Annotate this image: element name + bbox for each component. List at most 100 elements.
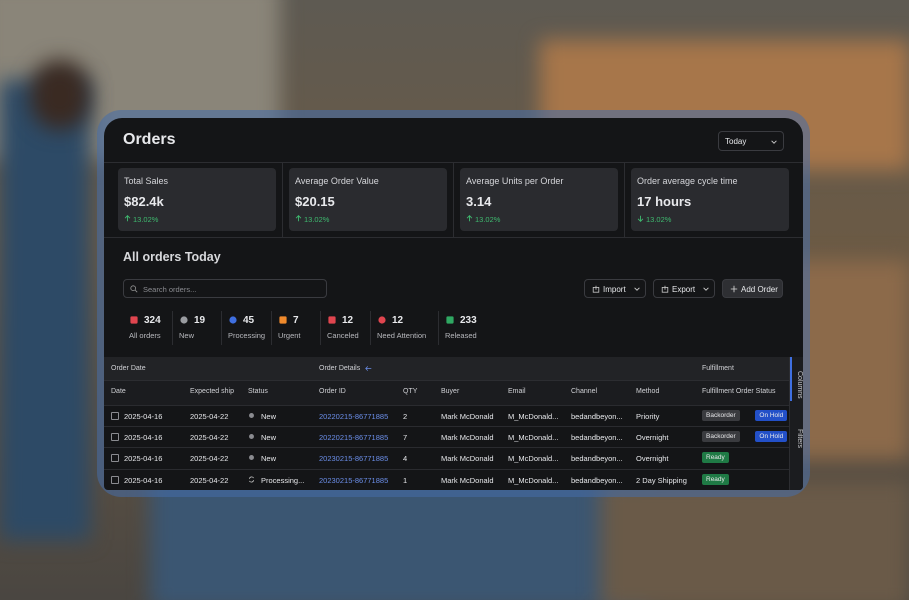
button-label: Add Order [741, 285, 778, 294]
order-id: 20230215-86771885 [319, 454, 389, 464]
section-title: All orders Today [123, 250, 221, 264]
kpi-change: 13.02% [133, 215, 159, 224]
date-range-dropdown[interactable]: Today [718, 131, 784, 151]
column-group: Fulfillment [702, 365, 734, 372]
orders-table: Order Date Order Details Fulfillment Date Ex… [104, 357, 803, 490]
row-checkbox[interactable] [111, 412, 119, 420]
kpi-card: Average Units per Order 3.14 13.02% [460, 168, 618, 231]
button-icon [730, 285, 738, 293]
order-date: 2025-04-16 [124, 433, 163, 443]
column-header: Fulfillment Order Status [702, 388, 776, 395]
table-row[interactable]: 2025-04-16 2025-04-22 New 20230215-86771885… [104, 447, 789, 468]
side-tab[interactable]: Columns [796, 371, 803, 399]
quantity: 7 [403, 433, 408, 443]
kpi-card: Order average cycle time 17 hours 13.02% [631, 168, 789, 231]
method: Priority [636, 412, 660, 421]
expected-ship: 2025-04-22 [190, 454, 229, 464]
chevron [703, 287, 709, 291]
search-placeholder: Search orders... [143, 285, 197, 294]
column-header: Expected ship [190, 388, 234, 395]
status-count[interactable]: 233 [460, 315, 477, 326]
table-row[interactable]: 2025-04-16 2025-04-22 New 20220215-86771885… [104, 426, 803, 447]
column-group: Order Details [319, 365, 361, 372]
kpi-change: 13.02% [304, 215, 330, 224]
status-count[interactable]: 324 [144, 315, 161, 326]
status-icon [249, 434, 254, 440]
quantity: 1 [403, 475, 408, 485]
status-icon [249, 455, 254, 461]
column-header: Status [248, 388, 268, 395]
button-icon [661, 285, 669, 293]
date-range-label: Today [725, 137, 747, 146]
quantity: 4 [403, 454, 408, 464]
button-label: Import [603, 285, 626, 294]
status-count[interactable]: 12 [342, 315, 354, 326]
chevron [634, 287, 640, 291]
order-date: 2025-04-16 [124, 454, 163, 464]
channel: bedandbeyon... [571, 475, 623, 485]
divider [282, 163, 283, 237]
quantity: 2 [403, 412, 408, 421]
status-label: Urgent [278, 331, 301, 340]
toolbar-button[interactable]: Add Order [722, 279, 783, 298]
fulfillment-tag: Backorder [702, 431, 740, 443]
table-row[interactable]: 2025-04-16 2025-04-22 New 20220215-86771885… [104, 405, 803, 426]
column-header: Method [636, 388, 660, 395]
kpi-label: Total Sales [124, 176, 169, 186]
toolbar-button[interactable]: Export [653, 279, 715, 298]
status-icon [378, 316, 386, 324]
status-label: New [179, 331, 195, 340]
kpi-value: $82.4k [124, 194, 164, 209]
method: Overnight [636, 454, 669, 464]
order-status: New [261, 454, 277, 464]
button-label: Export [672, 285, 696, 294]
toolbar-button[interactable]: Import [584, 279, 646, 298]
fulfillment-tag: Ready [702, 473, 729, 485]
buyer: Mark McDonald [441, 412, 494, 421]
fulfillment-tag: On Hold [755, 431, 788, 443]
row-checkbox[interactable] [111, 454, 119, 463]
divider [271, 311, 272, 345]
trend-arrow [124, 215, 131, 222]
status-count[interactable]: 12 [392, 315, 404, 326]
button-icon [592, 285, 600, 293]
column-group: Order Date [111, 365, 146, 372]
side-accent [790, 357, 792, 401]
row-checkbox[interactable] [111, 433, 119, 442]
status-icon [446, 316, 454, 324]
order-id: 20220215-86771885 [319, 433, 389, 443]
status-label: Need Attention [377, 331, 427, 340]
side-tab[interactable]: Filters [796, 429, 803, 449]
table-row[interactable]: 2025-04-16 2025-04-22 Processing... 2023021… [104, 468, 789, 490]
channel: bedandbeyon... [571, 454, 623, 464]
status-label: Canceled [327, 331, 359, 340]
divider [104, 237, 803, 238]
kpi-value: $20.15 [295, 194, 335, 209]
status-count[interactable]: 7 [293, 315, 299, 326]
kpi-card: Average Order Value $20.15 13.02% [289, 168, 447, 231]
column-header: QTY [403, 388, 418, 395]
row-checkbox[interactable] [111, 475, 119, 484]
group-header-row [104, 357, 789, 380]
column-header: Email [508, 388, 526, 395]
chevron [771, 140, 777, 144]
email: M_McDonald... [508, 433, 559, 443]
side-tab-strip: Columns Filters [789, 357, 803, 490]
fulfillment-tag: On Hold [755, 410, 788, 421]
order-status: New [261, 433, 277, 443]
column-header-row [104, 380, 789, 405]
trend-arrow [637, 215, 644, 222]
status-icon [180, 316, 188, 324]
divider [172, 311, 173, 345]
status-icon [130, 316, 138, 324]
status-count[interactable]: 19 [194, 315, 206, 326]
fulfillment-tag: Ready [702, 452, 729, 464]
buyer: Mark McDonald [441, 454, 494, 464]
kpi-label: Average Order Value [295, 176, 379, 186]
expected-ship: 2025-04-22 [190, 475, 229, 485]
search-box[interactable]: Search orders... [123, 279, 327, 298]
order-id: 20220215-86771885 [319, 412, 389, 421]
email: M_McDonald... [508, 475, 559, 485]
method: Overnight [636, 433, 669, 443]
status-count[interactable]: 45 [243, 315, 255, 326]
